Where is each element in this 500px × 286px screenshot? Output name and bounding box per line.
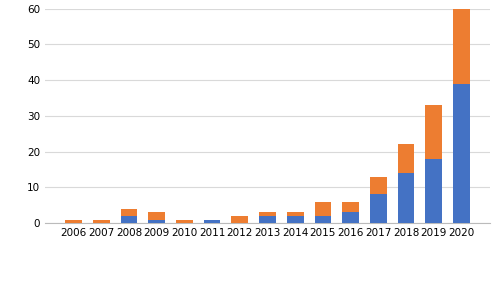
Bar [342, 202, 359, 212]
Bar [120, 216, 138, 223]
Bar [314, 202, 331, 216]
Bar [370, 176, 386, 194]
Bar [65, 220, 82, 223]
Bar [398, 173, 414, 223]
Bar [314, 216, 331, 223]
Bar [287, 212, 304, 216]
Bar [232, 216, 248, 223]
Bar [398, 144, 414, 173]
Bar [342, 212, 359, 223]
Bar [148, 220, 165, 223]
Bar [453, 84, 470, 223]
Bar [148, 212, 165, 220]
Bar [120, 209, 138, 216]
Bar [93, 220, 110, 223]
Bar [426, 159, 442, 223]
Bar [259, 216, 276, 223]
Bar [259, 212, 276, 216]
Bar [204, 220, 220, 223]
Bar [453, 9, 470, 84]
Bar [176, 220, 192, 223]
Bar [370, 194, 386, 223]
Bar [426, 105, 442, 159]
Bar [287, 216, 304, 223]
